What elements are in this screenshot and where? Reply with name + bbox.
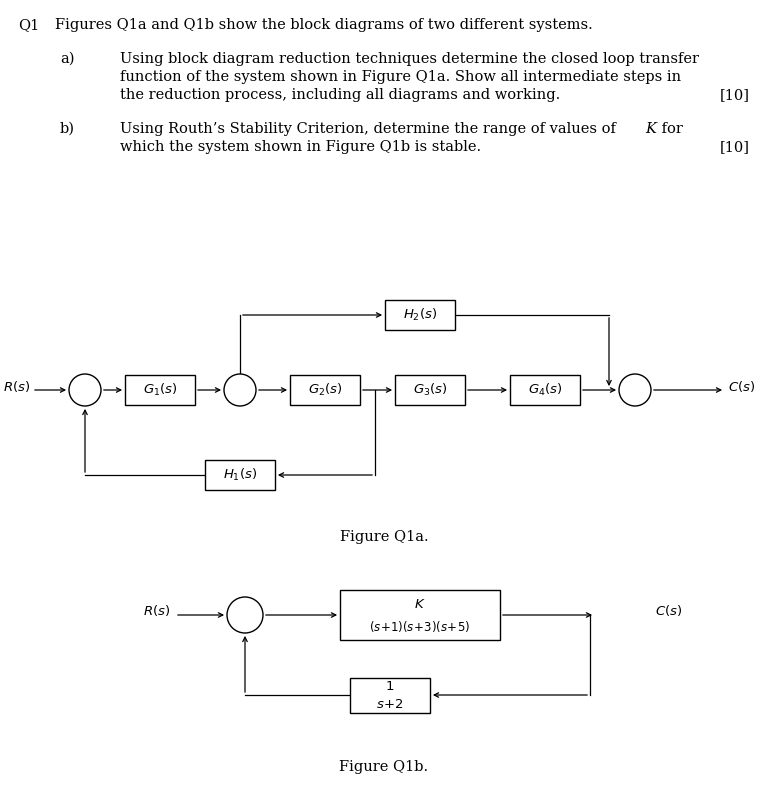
Text: function of the system shown in Figure Q1a. Show all intermediate steps in: function of the system shown in Figure Q… <box>120 70 681 84</box>
Text: [10]: [10] <box>720 88 750 102</box>
Text: $K$: $K$ <box>414 599 425 611</box>
Text: Figure Q1a.: Figure Q1a. <box>339 530 429 544</box>
Bar <box>510 375 580 405</box>
Text: $H_1(s)$: $H_1(s)$ <box>223 467 257 483</box>
Text: the reduction process, including all diagrams and working.: the reduction process, including all dia… <box>120 88 560 102</box>
Text: +: + <box>637 390 647 402</box>
Bar <box>290 375 360 405</box>
Circle shape <box>227 597 263 633</box>
Text: +: + <box>233 600 243 614</box>
Text: $1$: $1$ <box>386 680 395 694</box>
Text: Figures Q1a and Q1b show the block diagrams of two different systems.: Figures Q1a and Q1b show the block diagr… <box>55 18 593 32</box>
Text: Using block diagram reduction techniques determine the closed loop transfer: Using block diagram reduction techniques… <box>120 52 699 66</box>
Text: $G_1(s)$: $G_1(s)$ <box>143 382 177 398</box>
Text: +: + <box>74 376 84 390</box>
Text: $G_2(s)$: $G_2(s)$ <box>308 382 343 398</box>
Bar <box>340 590 500 640</box>
Text: −: − <box>231 615 243 629</box>
Text: Figure Q1b.: Figure Q1b. <box>339 760 429 774</box>
Text: $R(s)$: $R(s)$ <box>3 379 30 394</box>
Circle shape <box>619 374 651 406</box>
Text: a): a) <box>60 52 74 66</box>
Text: $s\!+\!2$: $s\!+\!2$ <box>376 698 404 710</box>
Text: −: − <box>226 390 237 403</box>
Text: $G_3(s)$: $G_3(s)$ <box>412 382 447 398</box>
Bar <box>395 375 465 405</box>
Text: which the system shown in Figure Q1b is stable.: which the system shown in Figure Q1b is … <box>120 140 481 154</box>
Text: $R(s)$: $R(s)$ <box>143 604 170 619</box>
Text: $C(s)$: $C(s)$ <box>728 379 755 394</box>
Text: +: + <box>229 376 240 390</box>
Text: for: for <box>657 122 683 136</box>
Circle shape <box>69 374 101 406</box>
Text: $(s\!+\!1)(s\!+\!3)(s\!+\!5)$: $(s\!+\!1)(s\!+\!3)(s\!+\!5)$ <box>369 619 471 634</box>
Text: Q1: Q1 <box>18 18 39 32</box>
Text: $G_4(s)$: $G_4(s)$ <box>528 382 562 398</box>
Circle shape <box>224 374 256 406</box>
Bar <box>125 375 195 405</box>
Text: −: − <box>71 390 81 403</box>
Text: [10]: [10] <box>720 140 750 154</box>
Bar <box>350 677 430 713</box>
Text: $C(s)$: $C(s)$ <box>655 604 682 619</box>
Bar <box>385 300 455 330</box>
Bar <box>205 460 275 490</box>
Text: Using Routh’s Stability Criterion, determine the range of values of: Using Routh’s Stability Criterion, deter… <box>120 122 621 136</box>
Text: b): b) <box>60 122 75 136</box>
Text: K: K <box>645 122 656 136</box>
Text: $H_2(s)$: $H_2(s)$ <box>403 307 437 323</box>
Text: +: + <box>624 376 634 390</box>
